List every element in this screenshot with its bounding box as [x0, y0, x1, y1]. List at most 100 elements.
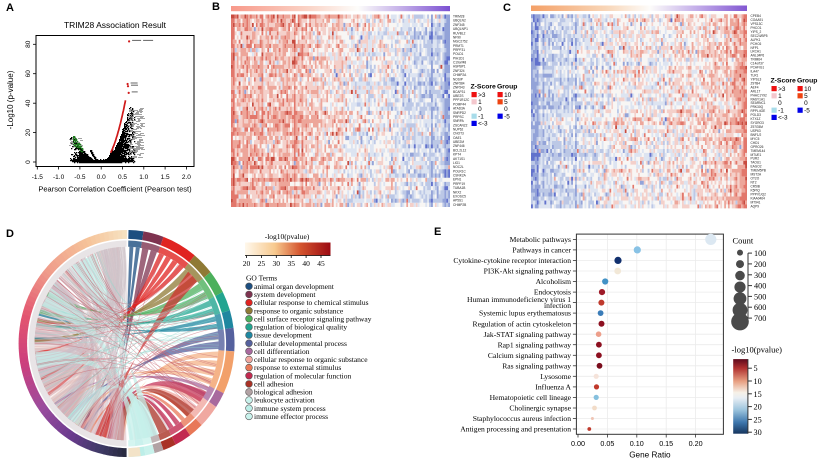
svg-text:Pearson Correlation Coefficien: Pearson Correlation Coefficient (Pearson… — [38, 185, 192, 194]
svg-text:SYGRO3: SYGRO3 — [751, 121, 765, 125]
svg-text:PIH1D1: PIH1D1 — [453, 56, 464, 60]
svg-text:SEC24/BP5: SEC24/BP5 — [751, 34, 768, 38]
svg-text:TRIM28 Association Result: TRIM28 Association Result — [64, 20, 167, 30]
svg-text:cell surface receptor signalin: cell surface receptor signaling pathway — [254, 314, 372, 323]
svg-text:Calcium signaling pathway: Calcium signaling pathway — [488, 351, 571, 360]
svg-text:Systemic lupus erythematosus: Systemic lupus erythematosus — [479, 309, 571, 318]
svg-text:RASY1A1: RASY1A1 — [751, 97, 766, 101]
svg-text:0.00: 0.00 — [571, 439, 585, 448]
svg-text:2.0: 2.0 — [182, 174, 191, 181]
svg-text:biological adhesion: biological adhesion — [254, 388, 313, 397]
svg-text:tissue development: tissue development — [254, 331, 313, 340]
svg-text:0: 0 — [504, 106, 508, 113]
svg-text:1.0: 1.0 — [139, 174, 148, 181]
svg-text:MST2A: MST2A — [751, 173, 763, 177]
svg-text:35: 35 — [287, 259, 295, 268]
svg-text:ALPK1: ALPK1 — [751, 38, 761, 42]
svg-text:ZNF324: ZNF324 — [453, 69, 465, 73]
svg-text:animal organ development: animal organ development — [254, 282, 335, 291]
svg-text:MYC5: MYC5 — [751, 137, 760, 141]
svg-text:PRPF19: PRPF19 — [453, 182, 465, 186]
svg-text:ATAD3A: ATAD3A — [453, 107, 466, 111]
svg-text:TRIM28: TRIM28 — [453, 15, 465, 19]
svg-text:Gene Ratio: Gene Ratio — [629, 450, 671, 459]
svg-text:-1: -1 — [478, 113, 484, 120]
svg-text:0: 0 — [804, 100, 808, 107]
svg-text:Lysosome: Lysosome — [540, 372, 571, 381]
svg-text:30: 30 — [754, 428, 762, 437]
svg-text:CHD1: CHD1 — [751, 141, 760, 145]
svg-text:>3: >3 — [778, 86, 786, 93]
svg-text:BCL2L12: BCL2L12 — [453, 148, 467, 152]
svg-text:TMEM5PB: TMEM5PB — [751, 169, 766, 173]
svg-text:PCHC6: PCHC6 — [751, 42, 762, 46]
svg-text:Z97G5M: Z97G5M — [751, 125, 764, 129]
svg-text:Z-Score: Z-Score — [471, 84, 497, 91]
svg-text:<-3: <-3 — [778, 115, 788, 122]
svg-text:40: 40 — [25, 99, 32, 107]
svg-text:0.20: 0.20 — [689, 439, 703, 448]
svg-text:GPRO26: GPRO26 — [751, 145, 764, 149]
svg-text:AQP9: AQP9 — [751, 204, 760, 208]
svg-text:400: 400 — [754, 282, 766, 291]
svg-text:25: 25 — [258, 259, 266, 268]
svg-text:USP63: USP63 — [751, 129, 761, 133]
svg-text:-log10(pvalue): -log10(pvalue) — [732, 345, 783, 355]
svg-text:1.5: 1.5 — [161, 174, 170, 181]
svg-text:SNRPA: SNRPA — [453, 119, 465, 123]
svg-text:100: 100 — [754, 249, 766, 258]
svg-text:NKX2: NKX2 — [453, 190, 462, 194]
svg-text:Rap1 signaling pathway: Rap1 signaling pathway — [498, 340, 572, 349]
svg-text:Alcoholism: Alcoholism — [536, 277, 572, 286]
svg-text:0: 0 — [25, 160, 32, 164]
svg-text:ANL34P6: ANL34P6 — [751, 54, 765, 58]
svg-text:K5PIQ: K5PIQ — [751, 188, 761, 192]
svg-text:CSNK2A: CSNK2A — [453, 174, 467, 178]
svg-text:0.15: 0.15 — [659, 439, 673, 448]
svg-text:LRCH1: LRCH1 — [751, 50, 762, 54]
svg-text:ARL1T: ARL1T — [751, 89, 761, 93]
svg-text:POLD3: POLD3 — [751, 113, 762, 117]
svg-text:EPN1: EPN1 — [453, 178, 462, 182]
svg-text:KPT4: KPT4 — [453, 153, 461, 157]
svg-text:700: 700 — [754, 314, 766, 323]
svg-text:0.05: 0.05 — [600, 439, 614, 448]
svg-text:NT2: NT2 — [751, 181, 757, 185]
svg-text:ZNF446: ZNF446 — [453, 144, 465, 148]
svg-text:Z9TB4: Z9TB4 — [751, 81, 761, 85]
svg-text:RUVBL2: RUVBL2 — [453, 31, 466, 35]
svg-text:ILA47: ILA47 — [751, 70, 760, 74]
svg-text:-5: -5 — [804, 107, 810, 114]
svg-text:response to external stimulus: response to external stimulus — [254, 363, 341, 372]
svg-text:Group: Group — [797, 78, 817, 85]
svg-text:immune effector process: immune effector process — [254, 412, 328, 421]
svg-text:-Log10 (p-value): -Log10 (p-value) — [6, 70, 15, 129]
svg-text:Z-Score: Z-Score — [771, 78, 797, 85]
svg-text:EXOSC5: EXOSC5 — [453, 195, 466, 199]
svg-text:40: 40 — [302, 259, 310, 268]
svg-text:Staphylococcus aureus infectio: Staphylococcus aureus infection — [473, 414, 571, 423]
svg-text:PUR2: PUR2 — [751, 157, 760, 161]
svg-text:KTX1Z: KTX1Z — [751, 117, 761, 121]
svg-text:system development: system development — [254, 290, 316, 299]
svg-text:COAA91: COAA91 — [751, 18, 764, 22]
svg-text:0.5: 0.5 — [118, 174, 127, 181]
svg-text:MTUE1: MTUE1 — [751, 153, 762, 157]
svg-text:cellular response to organic s: cellular response to organic substance — [254, 355, 368, 364]
svg-text:20: 20 — [243, 259, 251, 268]
svg-text:300: 300 — [754, 271, 766, 280]
svg-text:TLR1: TLR1 — [751, 74, 759, 78]
svg-text:MT941: MT941 — [751, 200, 761, 204]
svg-text:-1.5: -1.5 — [32, 174, 44, 181]
svg-text:UBE2S: UBE2S — [453, 94, 463, 98]
svg-text:NFP1: NFP1 — [751, 46, 759, 50]
svg-text:ZSCAN22: ZSCAN22 — [453, 123, 468, 127]
svg-text:cellular developmental process: cellular developmental process — [254, 339, 347, 348]
svg-text:Group: Group — [497, 84, 517, 91]
svg-text:UBE2M: UBE2M — [453, 140, 464, 144]
svg-text:CHMP2B: CHMP2B — [453, 203, 466, 207]
svg-text:cell adhesion: cell adhesion — [254, 380, 294, 389]
svg-text:ZNF584: ZNF584 — [453, 82, 465, 86]
svg-text:SEARNC1: SEARNC1 — [751, 101, 766, 105]
svg-text:10: 10 — [504, 92, 512, 99]
